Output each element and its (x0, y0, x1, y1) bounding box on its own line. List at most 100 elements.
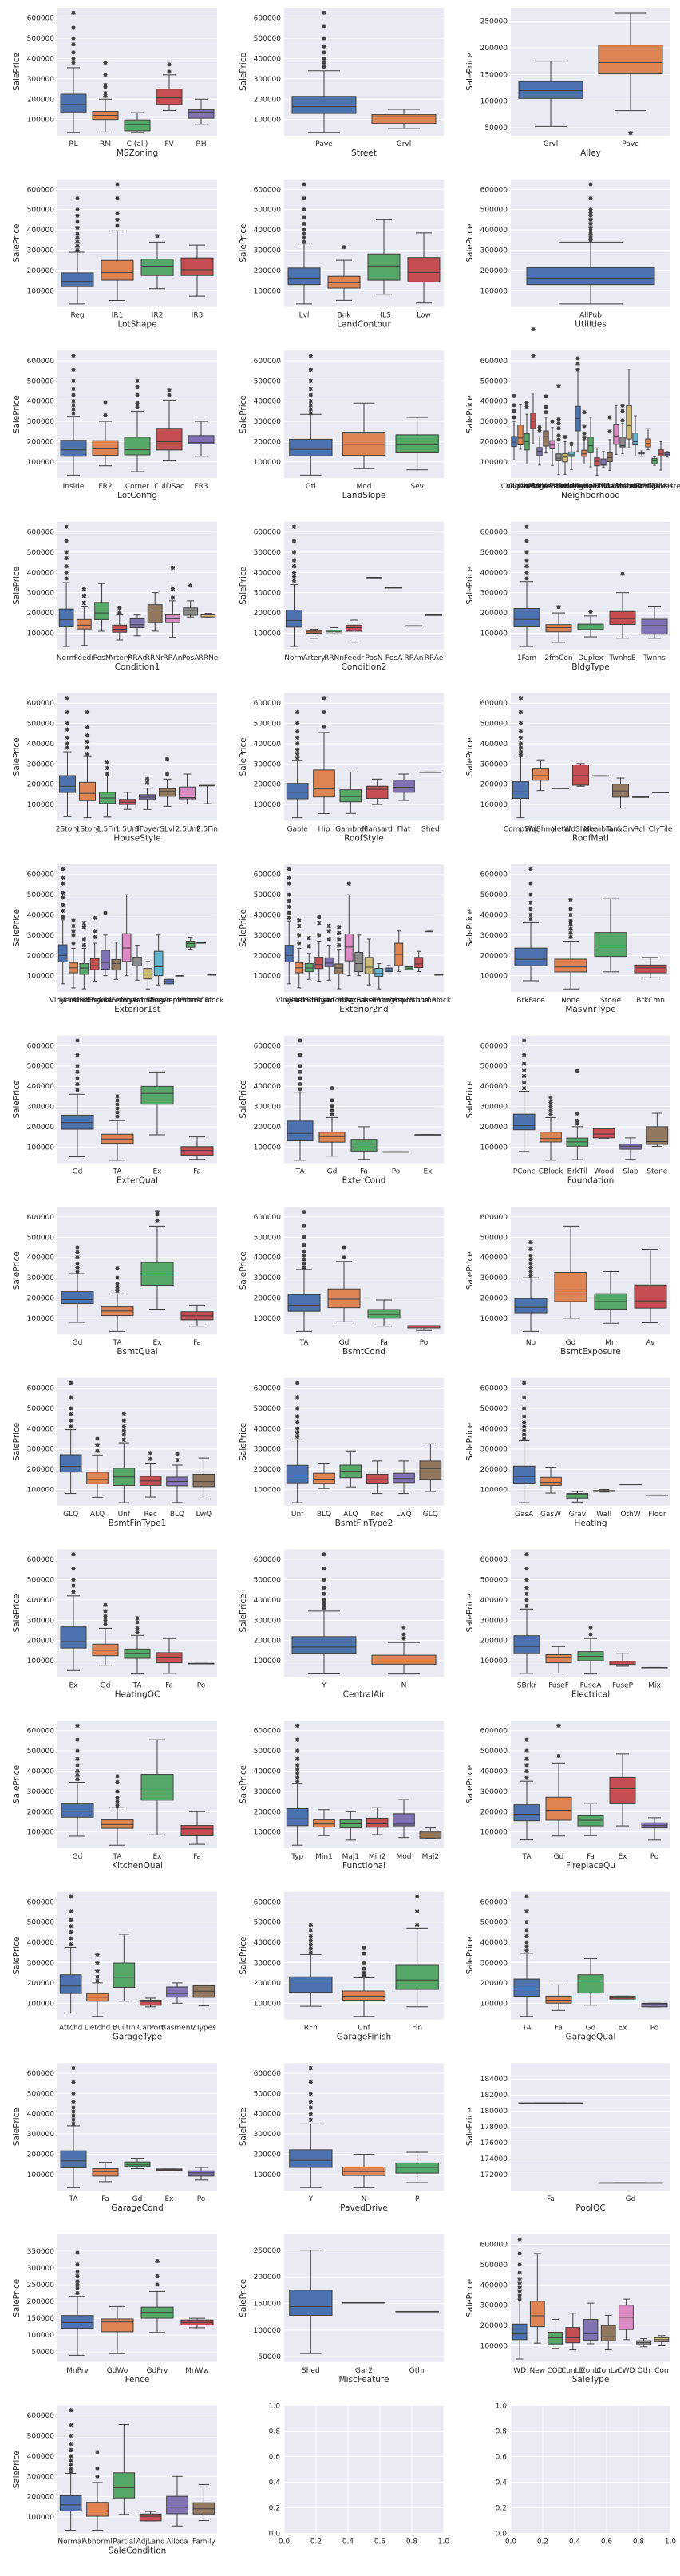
x-tick-label: Tar&Grv (605, 825, 635, 833)
outlier-marker (60, 915, 65, 919)
outlier-marker (512, 415, 516, 420)
outlier-marker (330, 1104, 334, 1109)
box-NWAmes (549, 440, 555, 449)
y-tick-label: 350000 (27, 2248, 55, 2256)
outlier-marker (71, 378, 76, 384)
x-tick-label: Ex (152, 1853, 162, 1861)
x-tick-label: ClyTile (649, 825, 673, 833)
outlier-marker (64, 563, 69, 569)
y-tick-label: 600000 (27, 186, 55, 194)
y-tick-label: 150000 (480, 71, 508, 79)
box-AllPub (526, 267, 655, 286)
outlier-marker (75, 1245, 80, 1250)
outlier-marker (512, 402, 516, 408)
y-tick-label: 400000 (480, 741, 508, 749)
y-tick-label: 100000 (27, 2000, 55, 2008)
outlier-marker (287, 904, 292, 910)
outlier-marker (588, 228, 593, 234)
outlier-marker (103, 400, 108, 405)
box-Pave (598, 45, 663, 75)
y-tick-label: 200000 (480, 1466, 508, 1474)
x-tick-label: 1.0 (438, 2538, 450, 2546)
outlier-marker (524, 1551, 529, 1557)
y-tick-label: 300000 (254, 1274, 282, 1282)
x-tick-label: Po (650, 1853, 659, 1861)
y-tick-label: 300000 (480, 1959, 508, 1967)
outlier-marker (64, 555, 69, 561)
x-tick-label: Rec (144, 1511, 156, 1519)
y-tick-label: 600000 (27, 2412, 55, 2420)
y-tick-label: 300000 (254, 1617, 282, 1625)
y-tick-label: 300000 (254, 1959, 282, 1967)
x-tick-label: 2.5Fin (196, 825, 218, 833)
y-tick-label: 600000 (27, 700, 55, 708)
x-tick-label: Fa (547, 2195, 555, 2203)
x-tick-label: RRAn (163, 654, 182, 662)
outlier-marker (569, 441, 574, 446)
box-Grav (566, 1493, 589, 1499)
box-CompShg (512, 781, 529, 799)
box-BrkFace (354, 951, 364, 973)
y-tick-label: 300000 (480, 247, 508, 255)
outlier-marker (563, 434, 567, 440)
x-axis-label: CentralAir (343, 1689, 385, 1699)
x-tick-label: Fa (380, 1339, 388, 1347)
y-tick-label: 50000 (258, 2353, 281, 2361)
y-tick-label: 300000 (27, 2265, 55, 2273)
y-tick-label: 1.0 (269, 2402, 281, 2410)
subplot-4: 100000 200000 300000 400000 500000 600000 Sale… (239, 179, 444, 330)
x-tick-label: Alloca (166, 2538, 188, 2546)
box-Stucco (364, 957, 374, 974)
outlier-marker (295, 1420, 300, 1425)
y-tick-label: 600000 (480, 1556, 508, 1564)
y-tick-label: 0.2 (496, 2504, 507, 2512)
outlier-marker (60, 902, 65, 907)
outlier-marker (60, 895, 65, 900)
outlier-marker (81, 600, 87, 606)
box-WdShake (572, 765, 589, 786)
outlier-marker (322, 1566, 326, 1571)
x-axis-label: SaleType (572, 2375, 610, 2384)
y-tick-label: 300000 (254, 247, 282, 255)
y-tick-label: 100000 (27, 1144, 55, 1152)
y-tick-label: 300000 (254, 1788, 282, 1796)
y-tick-label: 600000 (480, 1042, 508, 1050)
outlier-marker (167, 62, 172, 67)
outlier-marker (524, 1603, 529, 1609)
x-tick-label: 2.5Unf (176, 825, 200, 833)
x-tick-label: TA (522, 2025, 532, 2033)
y-tick-label: 500000 (27, 35, 55, 43)
x-tick-label: 1.0 (665, 2538, 677, 2546)
box-Typ (286, 1808, 309, 1827)
outlier-marker (135, 401, 140, 406)
x-tick-label: AsbShng (363, 997, 394, 1005)
y-tick-label: 600000 (480, 1214, 508, 1222)
x-tick-label: Edwards (595, 483, 626, 491)
outlier-marker (524, 1577, 529, 1582)
box-IDOTRR (594, 457, 600, 467)
outlier-marker (95, 1448, 100, 1454)
outlier-marker (105, 772, 110, 776)
y-axis-label: SalePrice (239, 1937, 248, 1975)
outlier-marker (575, 356, 580, 361)
x-tick-label: Other (418, 997, 439, 1005)
x-tick-label: ALQ (90, 1511, 105, 1519)
y-tick-label: 184000 (480, 2076, 508, 2084)
outlier-marker (71, 60, 76, 65)
x-tick-label: MnWw (185, 2367, 209, 2375)
outlier-marker (302, 196, 306, 201)
box-HdBoard (314, 957, 324, 970)
outlier-marker (75, 1265, 80, 1270)
outlier-marker (302, 1235, 306, 1240)
outlier-marker (531, 353, 536, 358)
y-tick-label: 500000 (27, 207, 55, 215)
box-PosA (183, 607, 199, 616)
y-tick-label: 600000 (254, 358, 282, 365)
box-TwnhsE (609, 610, 636, 626)
y-tick-label: 500000 (254, 720, 282, 728)
outlier-marker (518, 749, 524, 754)
y-tick-label: 300000 (27, 2131, 55, 2139)
x-tick-label: Gd (73, 1339, 83, 1347)
x-tick-label: Gambrel (335, 825, 366, 833)
y-tick-label: 400000 (27, 2111, 55, 2119)
